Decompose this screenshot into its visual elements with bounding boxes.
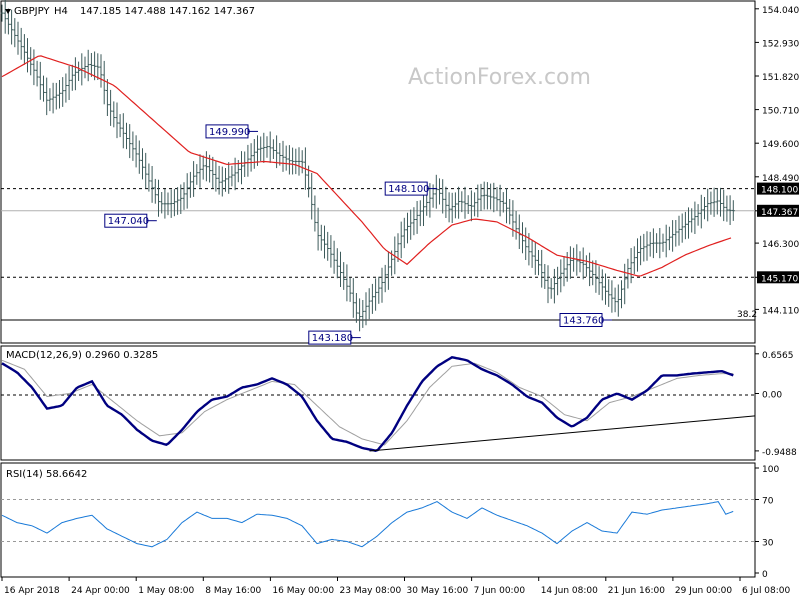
annotation-box: [104, 213, 148, 228]
price-tick-label: 154.040: [762, 6, 799, 16]
annotation-label: 143.180: [312, 333, 353, 344]
current-price-box: [757, 204, 799, 217]
macd-panel: 0.6565 0.00 -0.9488 MACD(12,26,9) 0.2960 0…: [0, 345, 797, 461]
macd-title: MACD(12,26,9) 0.2960 0.3285: [6, 350, 158, 361]
rsi-title: RSI(14) 58.6642: [6, 469, 87, 480]
watermark: ActionForex.com: [408, 65, 591, 90]
rsi-tick-label: 30: [762, 539, 774, 549]
price-annotation-1: 149.990: [205, 124, 258, 139]
rsi-panel-frame: [0, 462, 756, 578]
time-tick-label: 7 Jun 00:00: [474, 586, 526, 596]
current-price-label: 147.367: [761, 208, 798, 218]
chevron-down-icon: [5, 9, 11, 14]
price-annotation-3: 148.100: [384, 181, 438, 196]
annotation-label: 147.040: [108, 216, 149, 227]
level-price-box-1: [757, 182, 799, 195]
time-tick-label: 14 Jun 08:00: [541, 586, 598, 596]
fibonacci-label: 38.2: [737, 310, 757, 320]
price-tick-label: 146.300: [762, 240, 799, 250]
macd-panel-frame: [0, 345, 756, 461]
price-annotation-2: 147.040: [104, 213, 157, 228]
moving-average-line: [1, 55, 732, 277]
time-tick-label: 16 Apr 2018: [4, 586, 60, 596]
annotation-box: [559, 313, 603, 327]
macd-signal-line: [1, 359, 734, 446]
rsi-panel: 100 70 30 0 RSI(14) 58.6642: [0, 462, 779, 580]
header-symbol: GBPJPY: [14, 6, 50, 17]
rsi-tick-label: 0: [762, 570, 768, 580]
price-panel: ActionForex.com 38.2 149.990 147.040 148.1…: [0, 0, 799, 345]
annotation-box: [384, 181, 428, 196]
price-annotation-5: 143.760: [559, 313, 612, 327]
annotation-label: 149.990: [209, 127, 250, 138]
annotation-box: [308, 330, 352, 345]
header-ohlc: 147.185 147.488 147.162 147.367: [80, 6, 255, 17]
price-panel-frame: [0, 0, 756, 344]
rsi-tick-label: 70: [762, 497, 774, 507]
time-tick-label: 30 May 16:00: [407, 586, 469, 596]
header-timeframe: H4: [54, 6, 68, 17]
annotation-box: [205, 124, 249, 139]
time-tick-label: 29 Jun 00:00: [675, 586, 732, 596]
rsi-line: [1, 501, 734, 548]
annotation-label: 143.760: [563, 316, 604, 327]
time-tick-label: 8 May 16:00: [205, 586, 261, 596]
macd-tick-label: 0.6565: [762, 351, 794, 361]
rsi-tick-label: 100: [762, 465, 779, 475]
time-tick-label: 23 May 08:00: [340, 586, 402, 596]
price-tick-label: 150.710: [762, 107, 799, 117]
time-tick-label: 6 Jul 08:00: [742, 586, 791, 596]
price-header: GBPJPY H4 147.185 147.488 147.162 147.36…: [5, 6, 255, 17]
level-price-label-1: 148.100: [761, 186, 798, 196]
price-tick-label: 152.930: [762, 39, 799, 49]
time-tick-label: 21 Jun 16:00: [608, 586, 665, 596]
annotation-label: 148.100: [388, 184, 429, 195]
macd-tick-label: -0.9488: [762, 448, 797, 458]
time-axis: 16 Apr 2018 24 Apr 00:00 1 May 08:00 8 May …: [1, 577, 791, 596]
macd-tick-label: 0.00: [762, 391, 782, 401]
price-tick-label: 148.490: [762, 174, 799, 184]
price-annotation-4: 143.180: [308, 330, 361, 345]
time-tick-label: 1 May 08:00: [138, 586, 194, 596]
price-tick-label: 149.600: [762, 140, 799, 150]
macd-trendline: [369, 415, 756, 452]
level-price-label-2: 145.170: [761, 274, 798, 284]
macd-line: [1, 356, 734, 452]
price-tick-label: 151.820: [762, 73, 799, 83]
time-tick-label: 16 May 00:00: [272, 586, 334, 596]
price-tick-label: 144.110: [762, 306, 799, 316]
level-price-box-2: [757, 271, 799, 284]
time-tick-label: 24 Apr 00:00: [71, 586, 130, 596]
